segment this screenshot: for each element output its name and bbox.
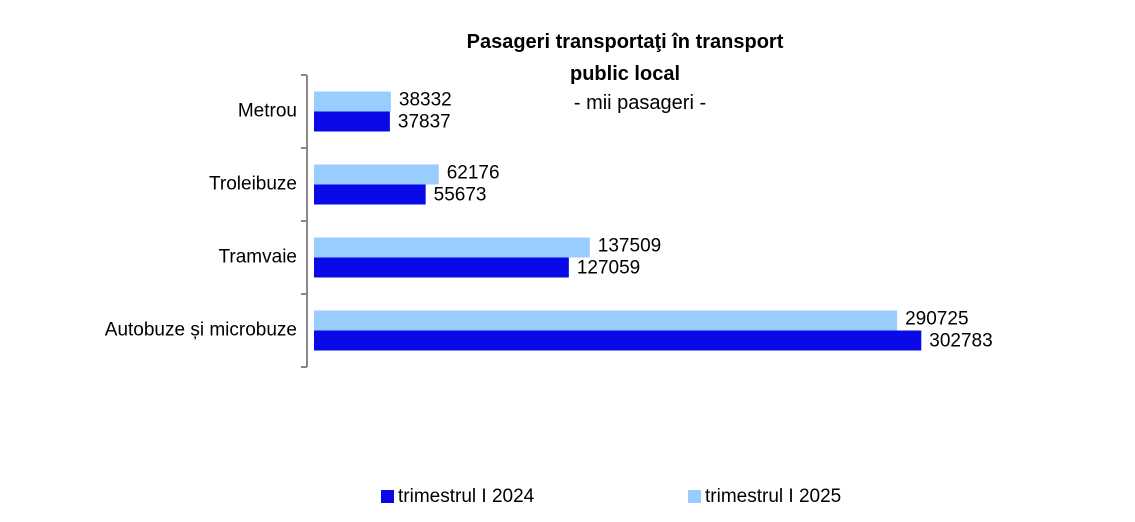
bar: [314, 111, 390, 132]
bar: [314, 330, 922, 351]
y-tick-label: Troleibuze: [209, 174, 297, 195]
bar: [314, 237, 590, 258]
data-label: 62176: [447, 163, 500, 184]
data-label: 55673: [434, 185, 487, 206]
legend-label: trimestrul I 2024: [398, 486, 535, 507]
chart-subtitle: - mii pasageri -: [573, 92, 707, 114]
bar: [314, 184, 426, 205]
y-tick-label: Autobuze și microbuze: [105, 320, 297, 341]
bar: [314, 164, 439, 185]
data-label: 37837: [398, 112, 451, 133]
chart-title: Pasageri transportaţi în transport publi…: [466, 31, 784, 85]
data-label: 302783: [929, 331, 992, 352]
data-label: 38332: [399, 90, 452, 111]
legend-label: trimestrul I 2025: [705, 486, 841, 507]
legend-swatch: [688, 490, 701, 503]
y-tick-label: Tramvaie: [219, 247, 297, 268]
bar: [314, 91, 391, 112]
data-label: 290725: [905, 309, 968, 330]
y-tick-label: Metrou: [238, 101, 297, 122]
bar: [314, 257, 569, 278]
bar: [314, 310, 898, 331]
data-label: 137509: [598, 236, 661, 257]
legend-swatch: [381, 490, 394, 503]
data-label: 127059: [577, 258, 640, 279]
